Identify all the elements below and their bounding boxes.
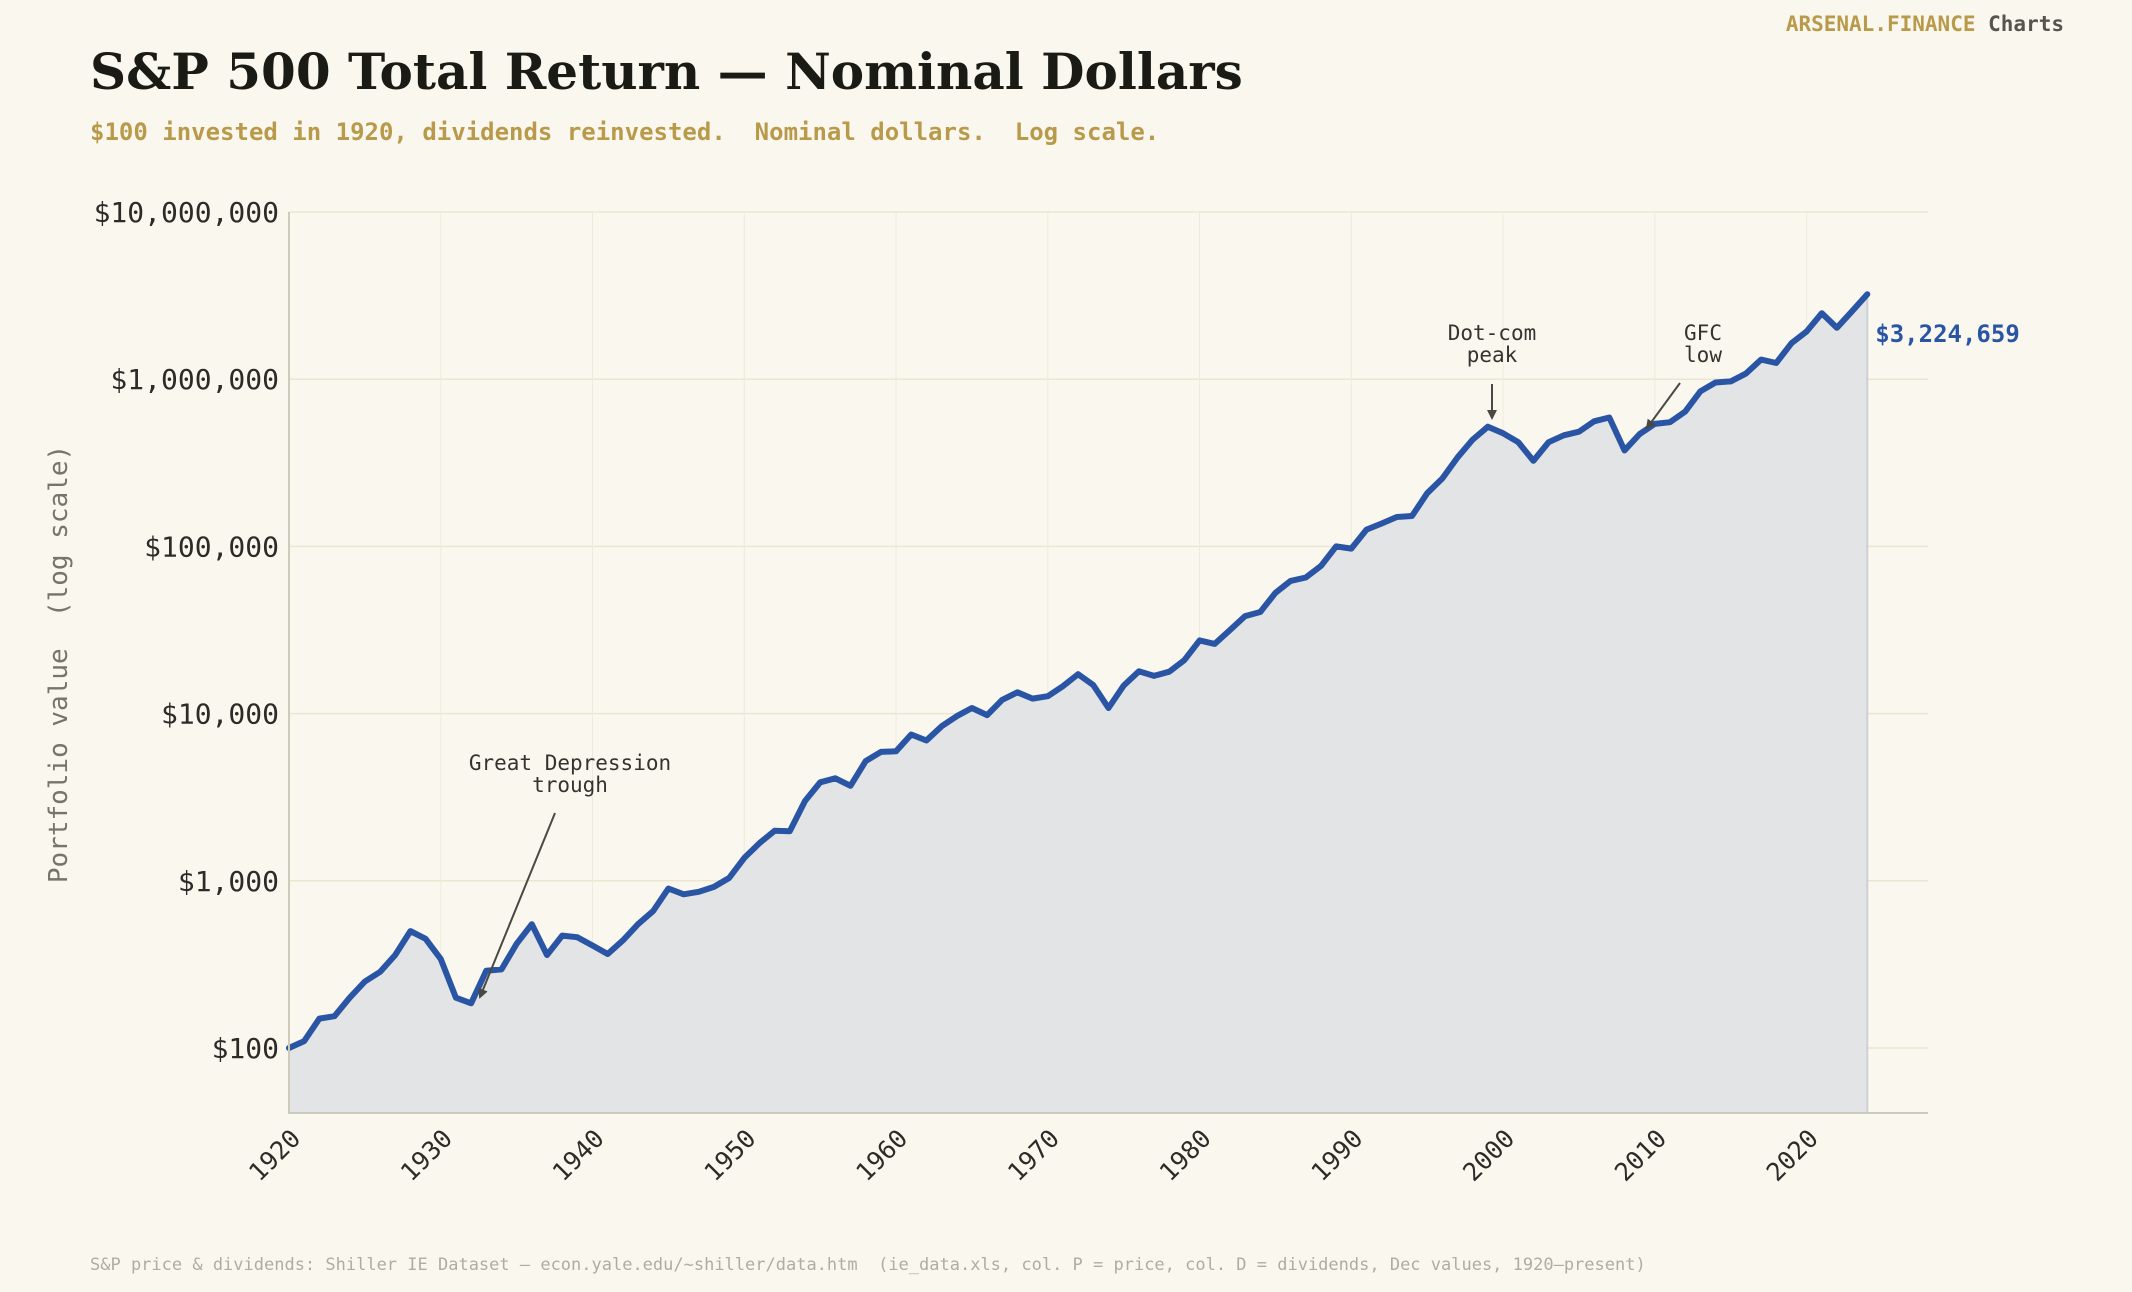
- chart-subtitle: $100 invested in 1920, dividends reinves…: [90, 118, 1160, 146]
- x-tick-label: 2000: [1457, 1124, 1520, 1187]
- x-tick-label: 1930: [395, 1124, 458, 1187]
- brand-section: Charts: [1988, 12, 2064, 36]
- y-tick-label: $10,000,000: [94, 196, 279, 229]
- annotation: Great Depression trough: [469, 751, 671, 999]
- chart-title: S&P 500 Total Return — Nominal Dollars: [90, 42, 1243, 101]
- y-axis-ticks: $100 $1,000 $10,000 $100,000 $1,000,000 $10,0…: [94, 196, 279, 1065]
- x-tick-label: 1980: [1154, 1124, 1217, 1187]
- annotation-arrow: [478, 812, 556, 999]
- x-tick-label: 2010: [1609, 1124, 1672, 1187]
- annotation: Dot-com peak: [1448, 321, 1537, 420]
- annotation-label: GFC low: [1684, 321, 1722, 367]
- brand: ARSENAL.FINANCE Charts: [1786, 12, 2064, 36]
- x-tick-label: 1990: [1305, 1124, 1368, 1187]
- y-tick-label: $1,000,000: [110, 363, 279, 396]
- brand-name: ARSENAL.FINANCE: [1785, 12, 1976, 36]
- annotation-arrow: [1645, 382, 1681, 430]
- annotations: Great Depression trough Dot-com peak GFC low: [469, 321, 1722, 999]
- x-axis-ticks: 1920 1930 1940 1950 1960 1970 1980 1990 2000 2010…: [243, 1124, 1824, 1187]
- y-tick-label: $1,000: [178, 865, 279, 898]
- y-axis-label: Portfolio value (log scale): [44, 445, 74, 883]
- x-tick-label: 1940: [547, 1124, 610, 1187]
- x-tick-label: 1920: [243, 1124, 306, 1187]
- x-tick-label: 1970: [1002, 1124, 1065, 1187]
- axes: [288, 212, 1928, 1114]
- y-tick-label: $10,000: [161, 698, 279, 731]
- series-line: [286, 291, 1871, 1051]
- y-tick-label: $100,000: [144, 530, 279, 563]
- source-footnote: S&P price & dividends: Shiller IE Datase…: [90, 1255, 1646, 1275]
- x-tick-label: 2020: [1761, 1124, 1824, 1187]
- annotation-label: Great Depression trough: [469, 751, 671, 797]
- x-tick-label: 1950: [698, 1124, 761, 1187]
- annotation: GFC low: [1645, 321, 1722, 430]
- x-tick-label: 1960: [850, 1124, 913, 1187]
- area-fill: [288, 291, 1869, 1114]
- end-value-label: $3,224,659: [1875, 320, 2020, 348]
- y-tick-label: $100: [212, 1032, 279, 1065]
- annotation-label: Dot-com peak: [1448, 321, 1537, 367]
